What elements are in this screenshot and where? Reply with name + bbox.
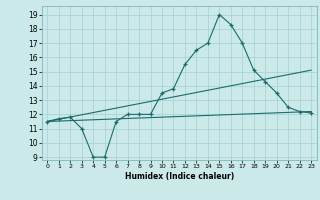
X-axis label: Humidex (Indice chaleur): Humidex (Indice chaleur): [124, 172, 234, 181]
